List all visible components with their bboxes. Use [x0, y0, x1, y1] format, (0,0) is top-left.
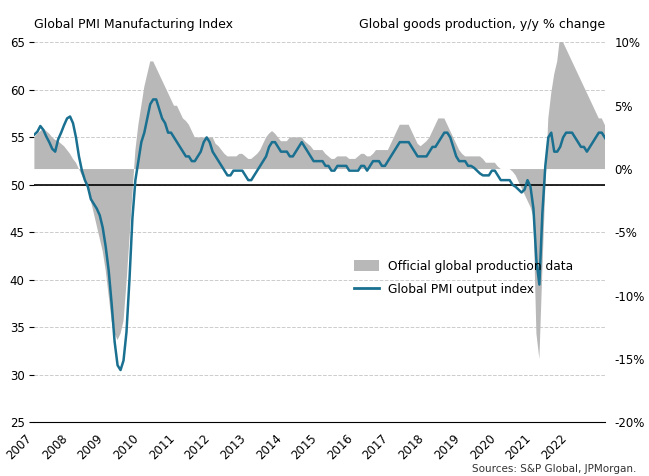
Text: Global goods production, y/y % change: Global goods production, y/y % change: [359, 18, 605, 31]
Text: Sources: S&P Global, JPMorgan.: Sources: S&P Global, JPMorgan.: [472, 464, 636, 474]
Text: Global PMI Manufacturing Index: Global PMI Manufacturing Index: [34, 18, 234, 31]
Legend: Official global production data, Global PMI output index: Official global production data, Global …: [354, 260, 574, 296]
